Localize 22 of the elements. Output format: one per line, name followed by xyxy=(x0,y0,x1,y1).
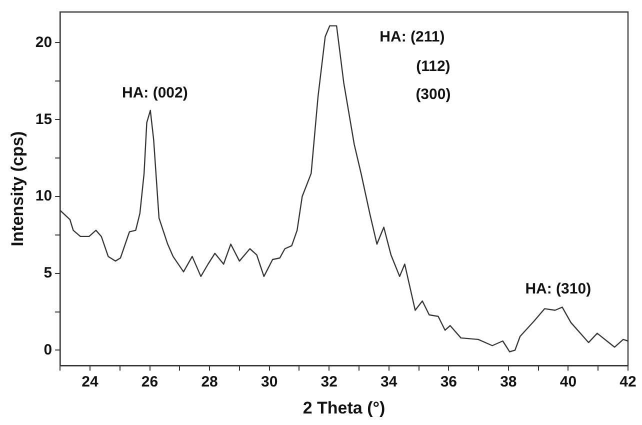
annotation: HA: (002) xyxy=(122,84,188,102)
y-tick-label: 20 xyxy=(35,34,52,51)
y-tick-label: 10 xyxy=(35,188,52,205)
annotation: (300) xyxy=(416,86,451,104)
x-tick-label: 26 xyxy=(141,374,158,391)
x-tick-label: 36 xyxy=(440,374,457,391)
annotation: HA: (310) xyxy=(525,280,592,298)
x-tick-label: 34 xyxy=(380,374,398,391)
x-tick-label: 24 xyxy=(82,374,99,391)
x-tick-label: 40 xyxy=(560,374,577,391)
annotation: HA: (211) xyxy=(380,28,445,46)
x-tick-label: 42 xyxy=(620,374,636,391)
annotation: (112) xyxy=(416,58,450,75)
x-tick-label: 30 xyxy=(260,374,278,391)
y-tick-label: 5 xyxy=(44,264,52,282)
x-axis-title: 2 Theta (°) xyxy=(302,398,386,418)
y-tick-label: 15 xyxy=(35,110,52,128)
x-tick-label: 28 xyxy=(201,374,218,391)
y-axis-title: Intensity (cps) xyxy=(8,131,27,246)
y-tick-label: 0 xyxy=(44,341,52,358)
x-tick-label: 38 xyxy=(500,374,517,391)
x-tick-label: 32 xyxy=(320,374,338,391)
